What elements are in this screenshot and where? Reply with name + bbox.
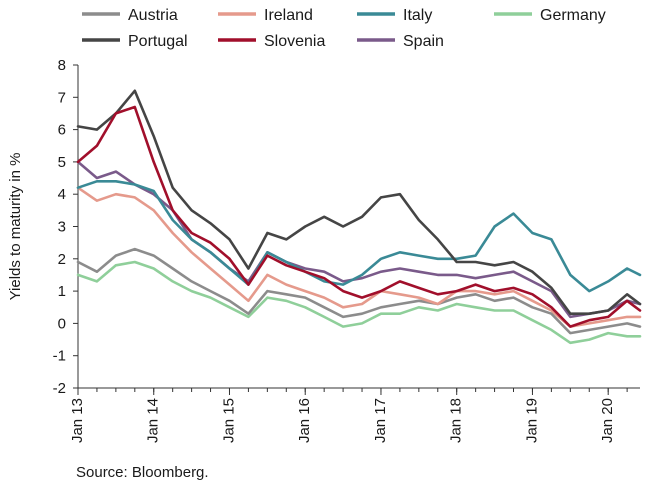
series-line-austria bbox=[76, 247, 642, 335]
y-tick-label: -1 bbox=[53, 348, 66, 365]
x-tick-label: Jan 13 bbox=[69, 398, 86, 443]
legend-item-austria: Austria bbox=[82, 7, 178, 24]
y-tick-label: 5 bbox=[58, 154, 66, 171]
legend-item-slovenia: Slovenia bbox=[218, 33, 325, 50]
y-tick-label: 4 bbox=[58, 186, 66, 203]
x-tick-label: Jan 17 bbox=[372, 398, 389, 443]
source-note: Source: Bloomberg. bbox=[76, 464, 209, 481]
legend-item-portugal: Portugal bbox=[82, 33, 188, 50]
series-lines bbox=[76, 89, 642, 345]
legend-label: Germany bbox=[540, 7, 606, 24]
legend-label: Italy bbox=[403, 7, 432, 24]
x-tick-label: Jan 16 bbox=[296, 398, 313, 443]
legend-item-italy: Italy bbox=[357, 7, 432, 24]
series-line-portugal bbox=[76, 89, 642, 316]
series-line-slovenia bbox=[76, 105, 642, 328]
y-axis-title: Yields to maturity in % bbox=[7, 153, 24, 301]
legend-label: Spain bbox=[403, 33, 444, 50]
legend-item-spain: Spain bbox=[357, 33, 444, 50]
series-line-germany bbox=[76, 260, 642, 345]
y-tick-label: 6 bbox=[58, 122, 66, 139]
series-line-ireland bbox=[76, 186, 642, 328]
legend-label: Ireland bbox=[264, 7, 313, 24]
x-tick-label: Jan 19 bbox=[523, 398, 540, 443]
series-line-italy bbox=[76, 180, 642, 293]
y-axis: -2 -1 0 1 2 3 4 5 6 7 8 bbox=[53, 57, 79, 397]
x-tick-label: Jan 15 bbox=[220, 398, 237, 443]
x-tick-label: Jan 18 bbox=[448, 398, 465, 443]
legend-item-ireland: Ireland bbox=[218, 7, 313, 24]
chart-legend: Austria Ireland Italy Germany Portugal Sloven… bbox=[82, 7, 606, 50]
legend-label: Slovenia bbox=[264, 33, 325, 50]
y-tick-label: 1 bbox=[58, 283, 66, 300]
x-axis: Jan 13 Jan 14 Jan 15 Jan 16 Jan 17 Jan 18 Jan … bbox=[69, 387, 640, 443]
x-tick-label: Jan 20 bbox=[599, 398, 616, 443]
y-tick-label: 0 bbox=[58, 315, 66, 332]
y-tick-label: 8 bbox=[58, 57, 66, 74]
y-tick-label: -2 bbox=[53, 380, 66, 397]
x-tick-label: Jan 14 bbox=[145, 398, 162, 443]
y-tick-label: 2 bbox=[58, 251, 66, 268]
legend-item-germany: Germany bbox=[494, 7, 606, 24]
legend-label: Austria bbox=[128, 7, 178, 24]
legend-label: Portugal bbox=[128, 33, 188, 50]
y-tick-label: 3 bbox=[58, 219, 66, 236]
y-tick-label: 7 bbox=[58, 89, 66, 106]
